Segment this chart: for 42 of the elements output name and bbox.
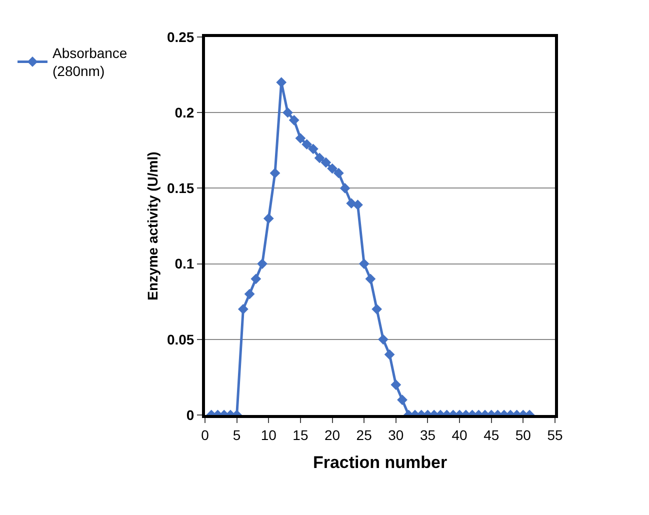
point [320, 157, 332, 168]
point [270, 168, 280, 178]
x-tick-label: 25 [356, 426, 372, 443]
x-tick-label: 20 [324, 426, 340, 443]
x-tick-label: 10 [260, 426, 277, 443]
y-tick-label: 0.1 [174, 256, 194, 272]
x-axis-title: Fraction number [312, 453, 448, 472]
x-tick-label: 35 [420, 426, 436, 443]
point [314, 152, 325, 164]
point [257, 258, 268, 269]
y-tick-label: 0.05 [166, 331, 194, 348]
point [352, 200, 363, 210]
point [327, 163, 338, 174]
x-tick-label: 55 [547, 426, 563, 443]
point [276, 77, 287, 88]
x-tick-label: 15 [292, 426, 308, 443]
y-tick-label: 0 [186, 406, 194, 423]
point [244, 288, 255, 300]
y-tick-label: 0.2 [174, 104, 194, 120]
point [263, 213, 274, 224]
point [302, 139, 312, 150]
y-axis-title: Enzyme activity (U/ml) [144, 152, 161, 300]
point [340, 183, 350, 194]
point [333, 168, 344, 178]
y-tick-label: 0.25 [166, 28, 194, 45]
point [358, 258, 370, 269]
point [308, 144, 318, 154]
x-tick-label: 5 [232, 426, 241, 443]
point [250, 274, 262, 284]
point [282, 107, 293, 118]
point [372, 304, 382, 314]
x-tick-label: 30 [388, 426, 404, 443]
legend-label: Absorbance (280nm) [52, 45, 128, 80]
point [295, 133, 306, 144]
x-tick-label: 40 [452, 426, 468, 443]
point [365, 274, 376, 284]
x-tick-label: 0 [201, 426, 210, 443]
x-tick-label: 50 [515, 426, 532, 443]
point [238, 304, 248, 314]
point [288, 114, 300, 126]
x-tick-label: 45 [484, 426, 500, 443]
y-tick-label: 0.15 [166, 180, 194, 196]
